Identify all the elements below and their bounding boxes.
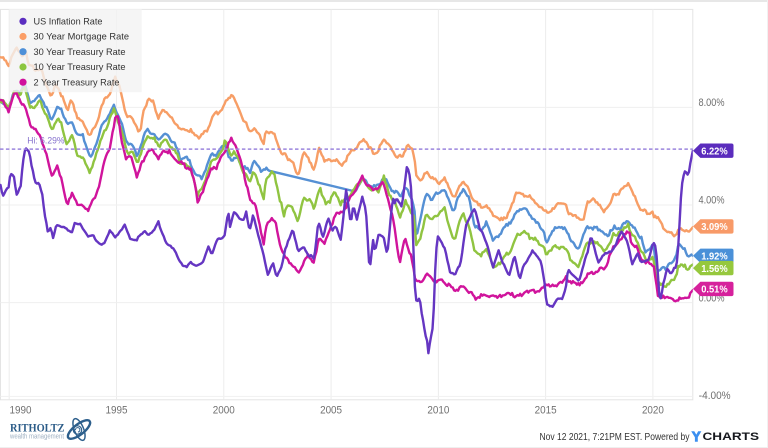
svg-text:3.09%: 3.09% bbox=[701, 222, 728, 233]
svg-text:10 Year Treasury Rate: 10 Year Treasury Rate bbox=[34, 62, 126, 72]
svg-text:0.51%: 0.51% bbox=[701, 285, 728, 296]
svg-text:2020: 2020 bbox=[642, 404, 664, 416]
svg-text:30 Year Mortgage Rate: 30 Year Mortgage Rate bbox=[34, 32, 130, 42]
svg-text:2015: 2015 bbox=[535, 404, 557, 416]
svg-text:1990: 1990 bbox=[10, 404, 32, 416]
svg-text:4.00%: 4.00% bbox=[699, 195, 725, 207]
svg-text:1.56%: 1.56% bbox=[701, 264, 728, 275]
svg-text:6.22%: 6.22% bbox=[701, 146, 728, 157]
svg-text:2010: 2010 bbox=[427, 404, 449, 416]
svg-text:8.00%: 8.00% bbox=[699, 97, 725, 109]
svg-text:US Inflation Rate: US Inflation Rate bbox=[34, 17, 103, 27]
svg-text:1.92%: 1.92% bbox=[701, 252, 728, 263]
svg-text:1995: 1995 bbox=[105, 404, 127, 416]
svg-text:2 Year Treasury Rate: 2 Year Treasury Rate bbox=[34, 77, 120, 87]
svg-text:RITHOLTZ: RITHOLTZ bbox=[10, 423, 65, 435]
svg-text:Nov 12 2021, 7:21PM EST. Power: Nov 12 2021, 7:21PM EST. Powered by bbox=[540, 432, 690, 443]
svg-text:CHARTS: CHARTS bbox=[703, 431, 760, 443]
svg-text:wealth management: wealth management bbox=[9, 432, 64, 441]
svg-text:-4.00%: -4.00% bbox=[699, 390, 731, 402]
svg-text:2000: 2000 bbox=[213, 404, 235, 416]
svg-text:Hi: 6.29%: Hi: 6.29% bbox=[27, 135, 64, 145]
svg-text:2005: 2005 bbox=[320, 404, 342, 416]
svg-text:30 Year Treasury Rate: 30 Year Treasury Rate bbox=[34, 47, 126, 57]
